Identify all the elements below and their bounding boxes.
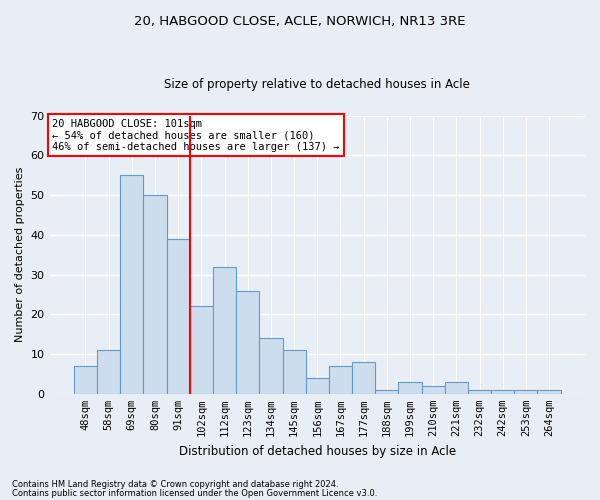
Bar [213, 266, 236, 394]
Text: 20, HABGOOD CLOSE, ACLE, NORWICH, NR13 3RE: 20, HABGOOD CLOSE, ACLE, NORWICH, NR13 3… [134, 15, 466, 28]
X-axis label: Distribution of detached houses by size in Acle: Distribution of detached houses by size … [179, 444, 456, 458]
Bar [97, 350, 120, 394]
Bar [491, 390, 514, 394]
Bar [514, 390, 538, 394]
Bar [190, 306, 213, 394]
Title: Size of property relative to detached houses in Acle: Size of property relative to detached ho… [164, 78, 470, 91]
Bar [468, 390, 491, 394]
Bar [167, 239, 190, 394]
Bar [329, 366, 352, 394]
Bar [445, 382, 468, 394]
Text: 20 HABGOOD CLOSE: 101sqm
← 54% of detached houses are smaller (160)
46% of semi-: 20 HABGOOD CLOSE: 101sqm ← 54% of detach… [52, 118, 340, 152]
Bar [120, 176, 143, 394]
Text: Contains public sector information licensed under the Open Government Licence v3: Contains public sector information licen… [12, 489, 377, 498]
Bar [398, 382, 422, 394]
Bar [422, 386, 445, 394]
Text: Contains HM Land Registry data © Crown copyright and database right 2024.: Contains HM Land Registry data © Crown c… [12, 480, 338, 489]
Bar [375, 390, 398, 394]
Bar [538, 390, 560, 394]
Bar [259, 338, 283, 394]
Bar [143, 195, 167, 394]
Bar [305, 378, 329, 394]
Bar [283, 350, 305, 394]
Bar [74, 366, 97, 394]
Bar [236, 290, 259, 394]
Bar [352, 362, 375, 394]
Y-axis label: Number of detached properties: Number of detached properties [15, 167, 25, 342]
